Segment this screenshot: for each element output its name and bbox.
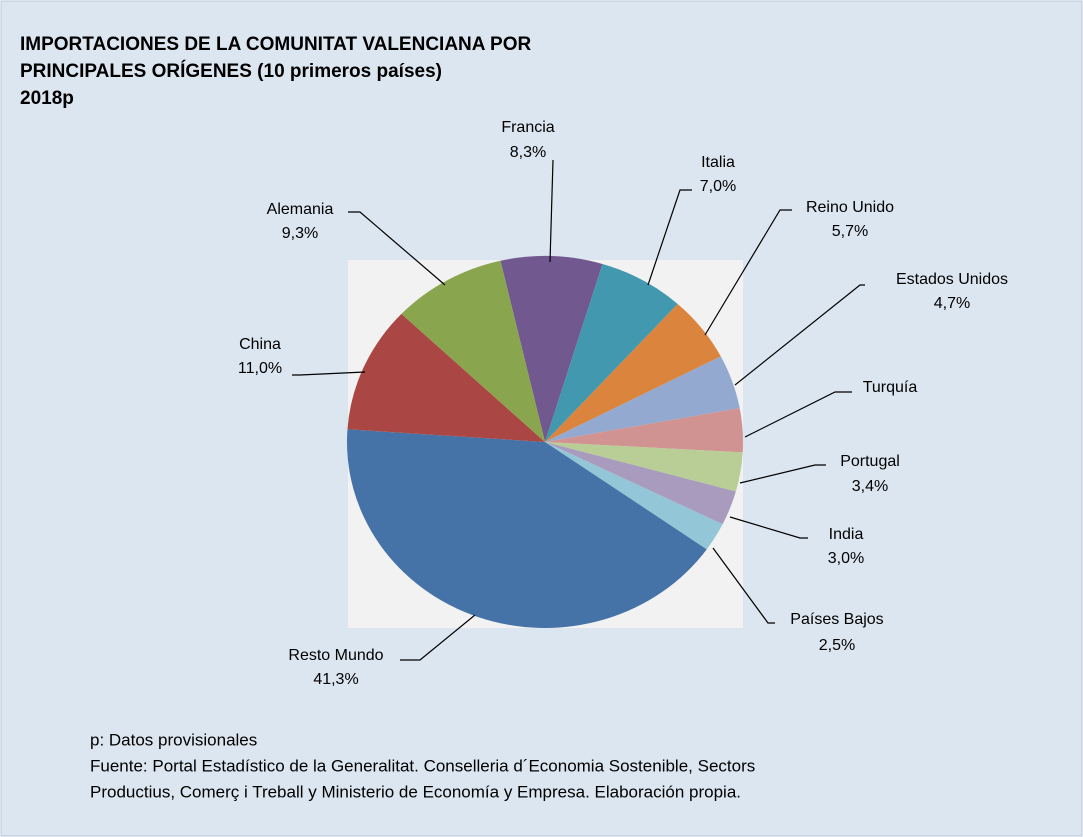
value-label: 3,4% xyxy=(852,478,888,495)
pie-slice xyxy=(347,429,707,628)
value-label: 9,3% xyxy=(282,225,318,242)
value-label: 3,0% xyxy=(828,550,864,567)
category-label: Portugal xyxy=(840,453,900,470)
leader-line xyxy=(400,614,476,661)
value-label: 5,7% xyxy=(832,223,868,240)
category-label: China xyxy=(239,336,281,353)
pie-slice xyxy=(401,260,545,442)
category-label: India xyxy=(829,526,864,543)
value-label: 7,0% xyxy=(700,178,736,195)
footnote: Productius, Comerç i Treball y Ministeri… xyxy=(90,782,741,801)
category-label: Reino Unido xyxy=(806,199,894,216)
category-label: Resto Mundo xyxy=(288,647,383,664)
pie-slice xyxy=(545,264,678,442)
leader-line xyxy=(348,211,446,286)
category-label: Italia xyxy=(701,154,735,171)
pie-slice xyxy=(545,303,721,442)
pie-slice xyxy=(545,442,723,550)
category-label: Estados Unidos xyxy=(896,271,1008,288)
pie-slice xyxy=(500,256,603,442)
leader-line xyxy=(712,547,775,624)
chart-title: IMPORTACIONES DE LA COMUNITAT VALENCIANA… xyxy=(20,34,532,55)
value-label: 2,5% xyxy=(819,637,855,654)
leader-line xyxy=(704,209,792,336)
category-label: Francia xyxy=(501,119,554,136)
leader-line xyxy=(729,516,808,539)
leader-line xyxy=(734,284,865,386)
footnote: Fuente: Portal Estadístico de la General… xyxy=(90,756,755,775)
value-label: 41,3% xyxy=(313,671,358,688)
footnote: p: Datos provisionales xyxy=(90,730,257,749)
leader-line xyxy=(744,391,852,438)
pie-slice xyxy=(347,313,545,442)
value-label: 4,7% xyxy=(934,295,970,312)
leader-line xyxy=(292,371,366,376)
category-label: Países Bajos xyxy=(790,611,883,628)
pie-slice xyxy=(545,442,743,492)
value-label: 8,3% xyxy=(510,144,546,161)
pie-slice xyxy=(545,408,743,453)
chart-title: 2018p xyxy=(20,88,74,109)
leader-line xyxy=(647,189,692,286)
value-label: 11,0% xyxy=(238,360,282,377)
category-label: Alemania xyxy=(267,201,334,218)
pie-slice xyxy=(545,356,740,442)
leader-line xyxy=(739,464,826,484)
pie-slice xyxy=(545,442,736,525)
leader-line xyxy=(549,159,554,263)
chart-title: PRINCIPALES ORÍGENES (10 primeros países… xyxy=(20,60,442,82)
category-label: Turquía xyxy=(863,379,918,396)
